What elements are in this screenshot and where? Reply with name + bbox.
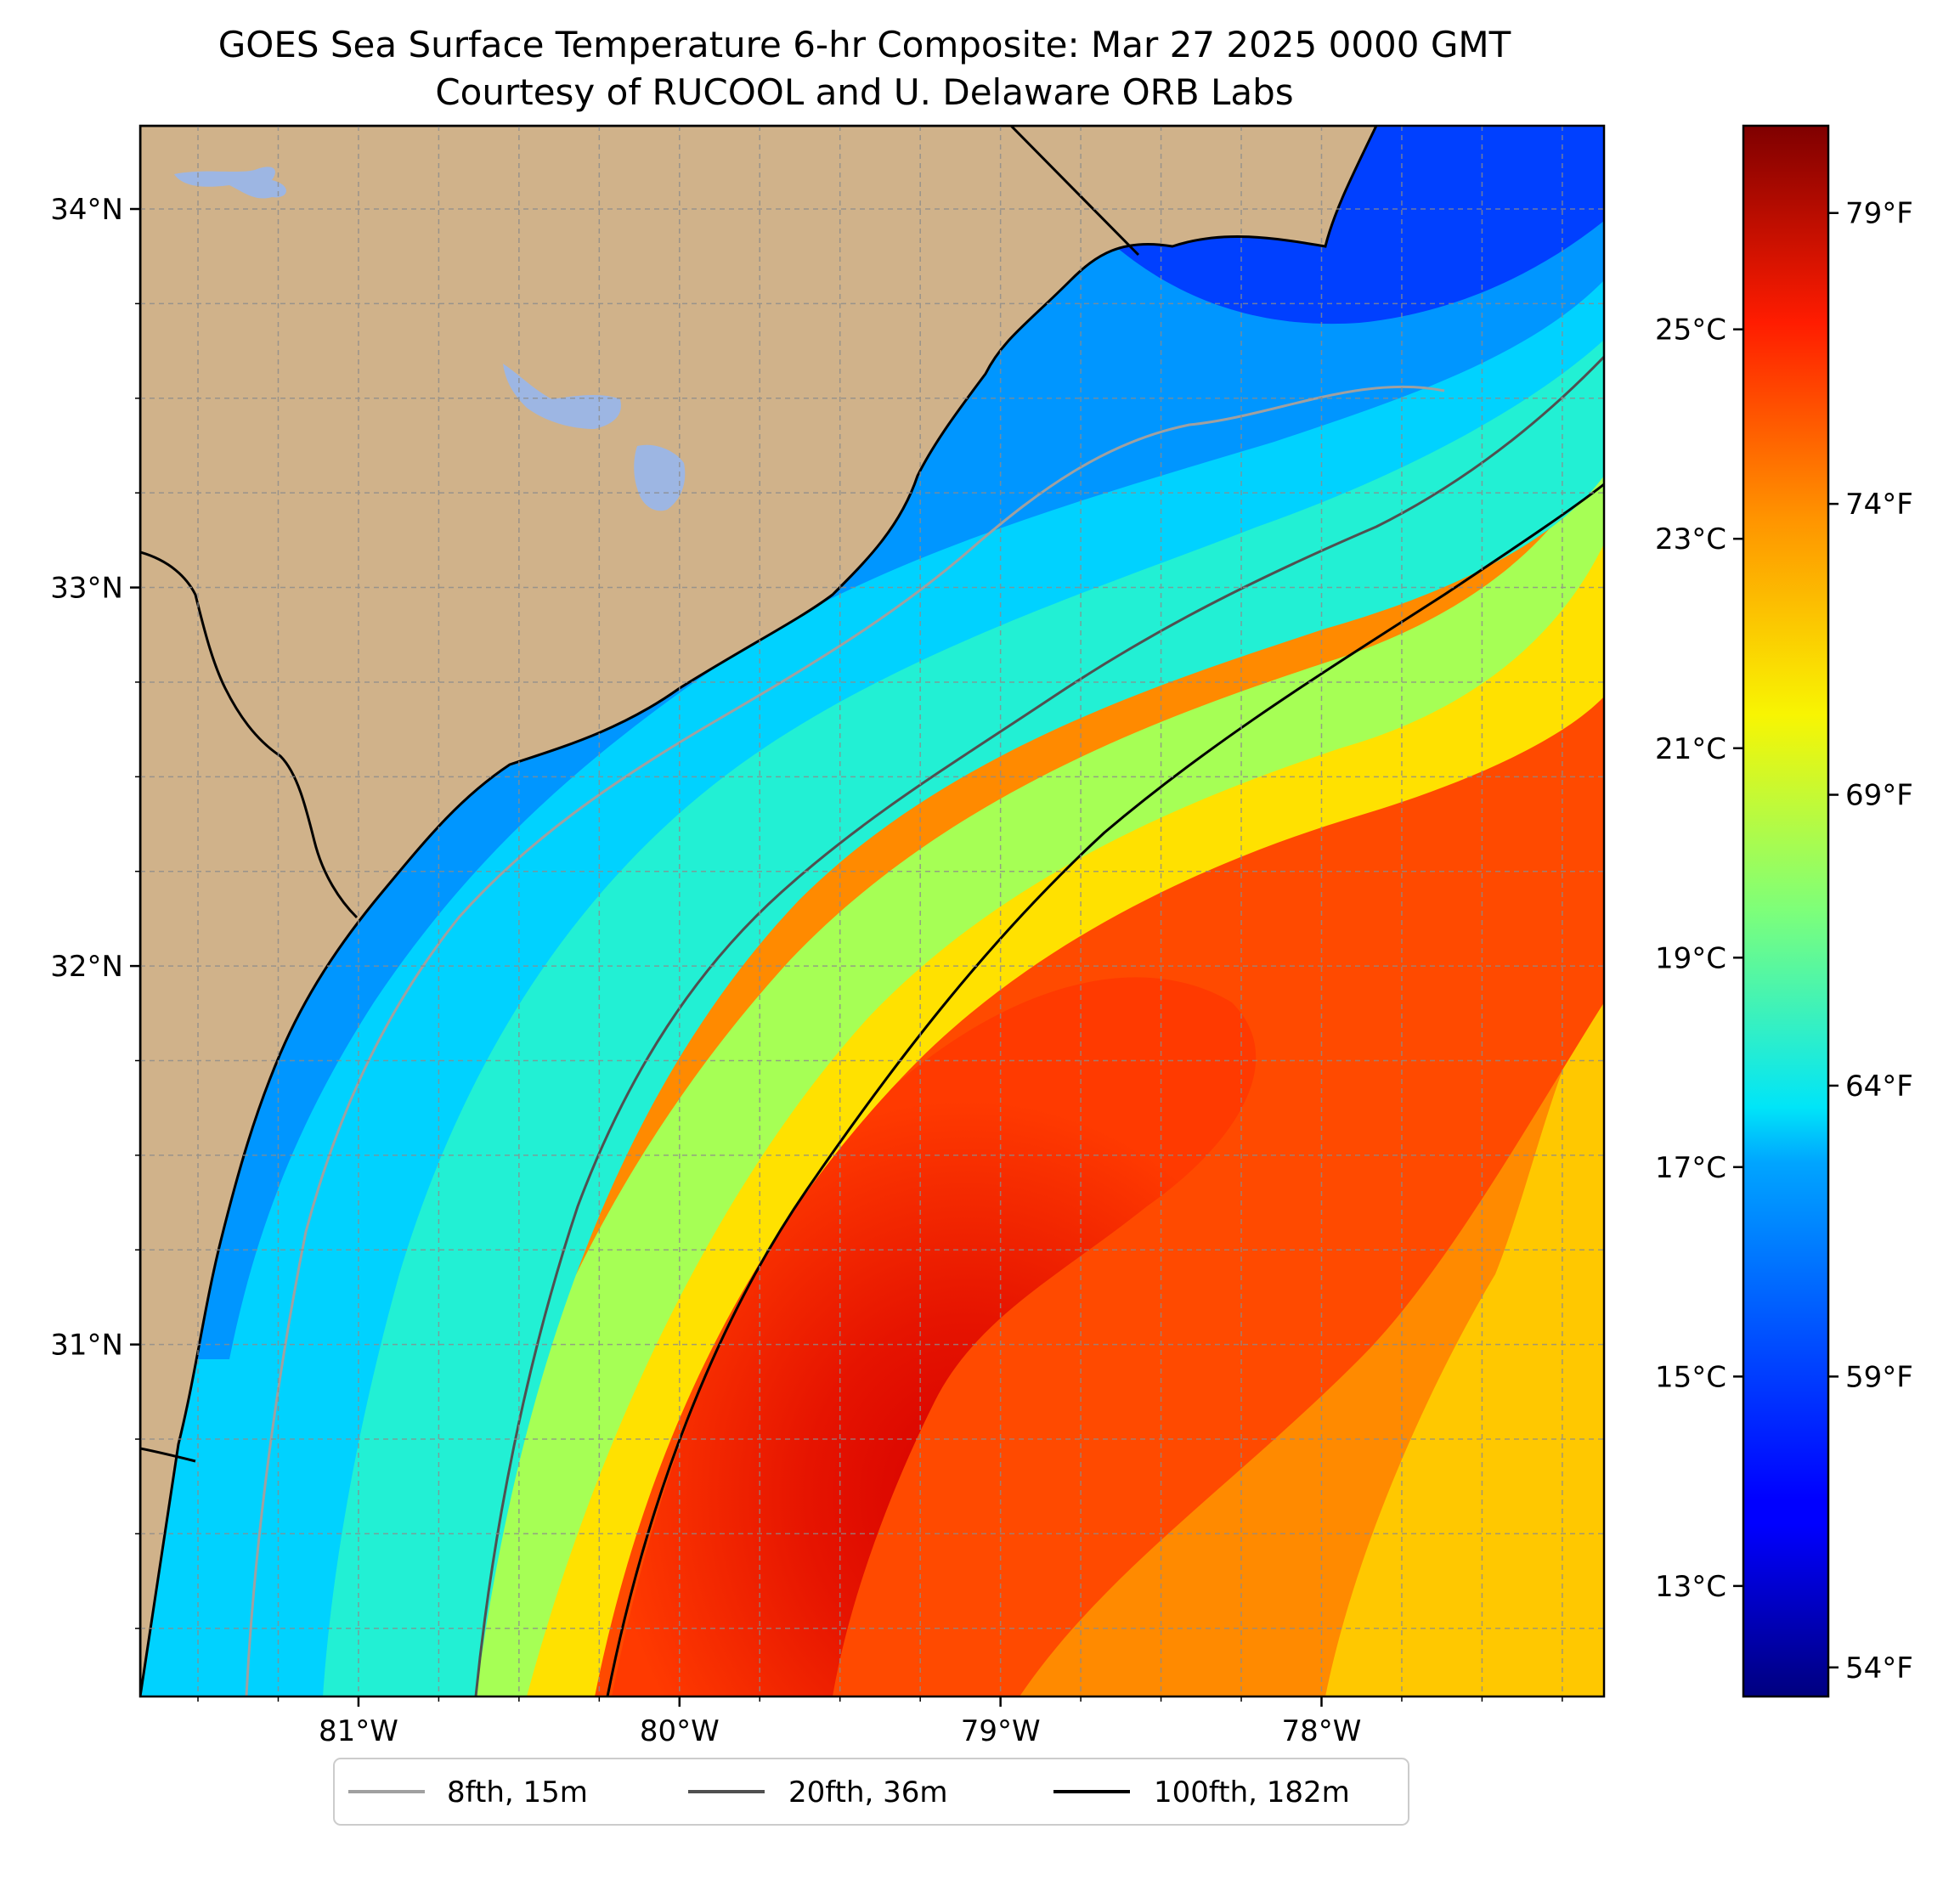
legend-box xyxy=(333,1758,1409,1826)
celsius-tick-label: 17°C xyxy=(1655,1151,1726,1185)
legend-label-8fth: 8fth, 15m xyxy=(447,1776,588,1809)
state-border-sc-ga xyxy=(140,550,359,919)
lat-tick-label: 32°N xyxy=(50,950,123,984)
fahrenheit-tick-label: 54°F xyxy=(1845,1651,1913,1685)
ocean-green-band xyxy=(442,442,1604,1697)
celsius-tick-label: 21°C xyxy=(1655,732,1726,766)
gridlines xyxy=(140,126,1604,1697)
celsius-tick-label: 23°C xyxy=(1655,522,1726,556)
fahrenheit-tick-label: 69°F xyxy=(1845,779,1913,813)
lon-tick-label: 80°W xyxy=(640,1714,720,1748)
legend-label-20fth: 20fth, 36m xyxy=(788,1776,948,1809)
fahrenheit-tick-label: 74°F xyxy=(1845,488,1913,522)
fahrenheit-tick-label: 79°F xyxy=(1845,197,1913,231)
lake-south xyxy=(634,444,686,511)
latitude-axis: 34°N 33°N 32°N 31°N xyxy=(50,193,140,1629)
lon-tick-label: 81°W xyxy=(319,1714,398,1748)
legend-label-100fth: 100fth, 182m xyxy=(1154,1776,1350,1809)
celsius-tick-label: 25°C xyxy=(1655,313,1726,347)
lat-tick-label: 34°N xyxy=(50,193,123,227)
colorbar-celsius-axis: 25°C 23°C 21°C 19°C 17°C 15°C 13°C xyxy=(1655,313,1743,1604)
lat-tick-label: 31°N xyxy=(50,1329,123,1363)
isobath-100fth xyxy=(606,483,1604,1697)
fahrenheit-tick-label: 59°F xyxy=(1845,1360,1913,1394)
isobath-20fth xyxy=(474,355,1604,1697)
ocean-warm-core xyxy=(612,977,1257,1697)
state-border-ga-fl xyxy=(140,1447,196,1463)
colorbar xyxy=(1742,124,1830,1698)
map-frame xyxy=(138,124,1606,1698)
colorbar-fahrenheit-axis: 79°F 74°F 69°F 64°F 59°F 54°F xyxy=(1828,197,1913,1685)
lon-tick-label: 78°W xyxy=(1282,1714,1362,1748)
lat-tick-label: 33°N xyxy=(50,572,123,606)
map-subtitle: Courtesy of RUCOOL and U. Delaware ORB L… xyxy=(435,71,1294,113)
lake-northwest xyxy=(174,167,286,199)
fahrenheit-tick-label: 64°F xyxy=(1845,1070,1913,1104)
ocean-yellow-zone xyxy=(1325,544,1604,1697)
map-title: GOES Sea Surface Temperature 6-hr Compos… xyxy=(217,24,1511,65)
celsius-tick-label: 13°C xyxy=(1655,1570,1726,1604)
longitude-axis: 81°W 80°W 79°W 78°W xyxy=(197,1697,1563,1748)
lon-tick-label: 79°W xyxy=(961,1714,1041,1748)
celsius-tick-label: 19°C xyxy=(1655,941,1726,975)
lake-central xyxy=(503,364,621,429)
map-panel xyxy=(140,126,1604,1697)
isobath-8fth xyxy=(245,385,1445,1697)
state-border-nc-sc xyxy=(1009,126,1140,257)
celsius-tick-label: 15°C xyxy=(1655,1360,1726,1394)
